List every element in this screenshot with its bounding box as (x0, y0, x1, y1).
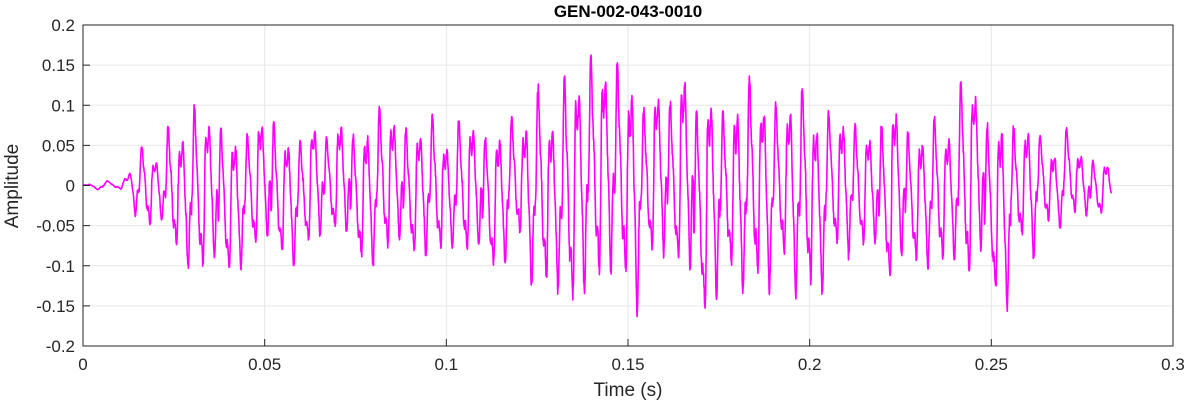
x-tick-label: 0.25 (975, 355, 1008, 374)
x-tick-label: 0.3 (1161, 355, 1185, 374)
y-tick-label: 0.2 (51, 16, 75, 35)
x-tick-label: 0.05 (248, 355, 281, 374)
y-tick-label: 0 (66, 177, 75, 196)
y-tick-label: -0.1 (46, 257, 75, 276)
y-tick-label: 0.15 (42, 56, 75, 75)
y-axis-label: Amplitude (2, 144, 23, 229)
y-tick-label: -0.2 (46, 337, 75, 356)
x-axis-label: Time (s) (594, 380, 663, 401)
x-tick-label: 0.1 (435, 355, 459, 374)
x-tick-label: 0.2 (798, 355, 822, 374)
x-tick-label: 0.15 (611, 355, 644, 374)
signal-line (83, 54, 1113, 318)
y-tick-label: 0.05 (42, 136, 75, 155)
ticks: 0 0.05 0.1 0.15 0.2 0.25 0.3 -0.2 -0.15 -0.1 -0.05… (36, 16, 1185, 374)
y-tick-label: -0.15 (36, 297, 75, 316)
chart-title: GEN-002-043-0010 (554, 2, 702, 21)
x-tick-label: 0 (78, 355, 87, 374)
y-tick-label: -0.05 (36, 217, 75, 236)
y-tick-label: 0.1 (51, 96, 75, 115)
